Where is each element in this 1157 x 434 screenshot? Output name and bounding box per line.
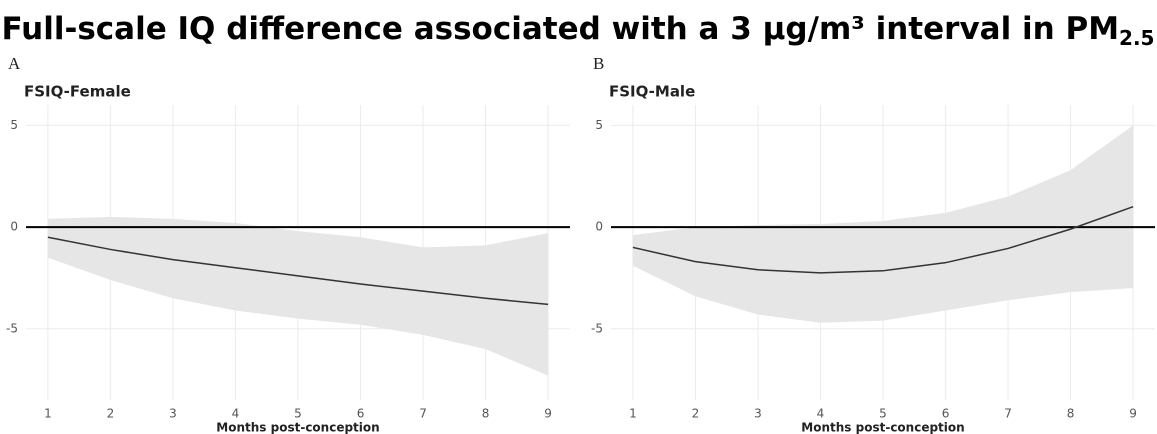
x-tick-label: 1 xyxy=(44,407,52,421)
panel-label: A xyxy=(8,54,21,73)
title-main: Full-scale IQ difference associated with… xyxy=(2,11,1120,47)
x-tick-label: 4 xyxy=(232,407,240,421)
x-tick-label: 7 xyxy=(419,407,427,421)
y-tick-label: -5 xyxy=(6,321,18,335)
x-axis-label: Months post-conception xyxy=(801,421,964,434)
panel-title: FSIQ-Female xyxy=(24,83,131,101)
confidence-band xyxy=(632,125,1134,323)
panel-title: FSIQ-Male xyxy=(609,83,695,101)
x-tick-label: 3 xyxy=(754,407,762,421)
y-tick-label: 0 xyxy=(595,220,603,234)
x-tick-label: 2 xyxy=(692,407,700,421)
figure-title: Full-scale IQ difference associated with… xyxy=(2,11,1155,50)
x-tick-label: 9 xyxy=(544,407,552,421)
confidence-band xyxy=(47,216,549,376)
title-subscript: 2.5 xyxy=(1119,26,1154,50)
y-tick-label: 0 xyxy=(10,220,18,234)
estimate-line xyxy=(47,236,549,306)
panel-label: B xyxy=(593,54,604,73)
x-tick-label: 5 xyxy=(879,407,887,421)
x-tick-label: 2 xyxy=(107,407,115,421)
x-tick-label: 6 xyxy=(357,407,365,421)
x-tick-label: 1 xyxy=(629,407,637,421)
x-tick-label: 3 xyxy=(169,407,177,421)
x-tick-label: 8 xyxy=(1067,407,1075,421)
x-axis-label: Months post-conception xyxy=(216,421,379,434)
x-tick-label: 5 xyxy=(294,407,302,421)
x-tick-label: 9 xyxy=(1129,407,1137,421)
x-tick-label: 6 xyxy=(942,407,950,421)
y-tick-label: -5 xyxy=(591,321,603,335)
x-tick-label: 4 xyxy=(817,407,825,421)
y-tick-label: 5 xyxy=(10,118,18,132)
estimate-line xyxy=(632,206,1134,274)
x-tick-label: 7 xyxy=(1004,407,1012,421)
y-tick-label: 5 xyxy=(595,118,603,132)
x-tick-label: 8 xyxy=(482,407,490,421)
